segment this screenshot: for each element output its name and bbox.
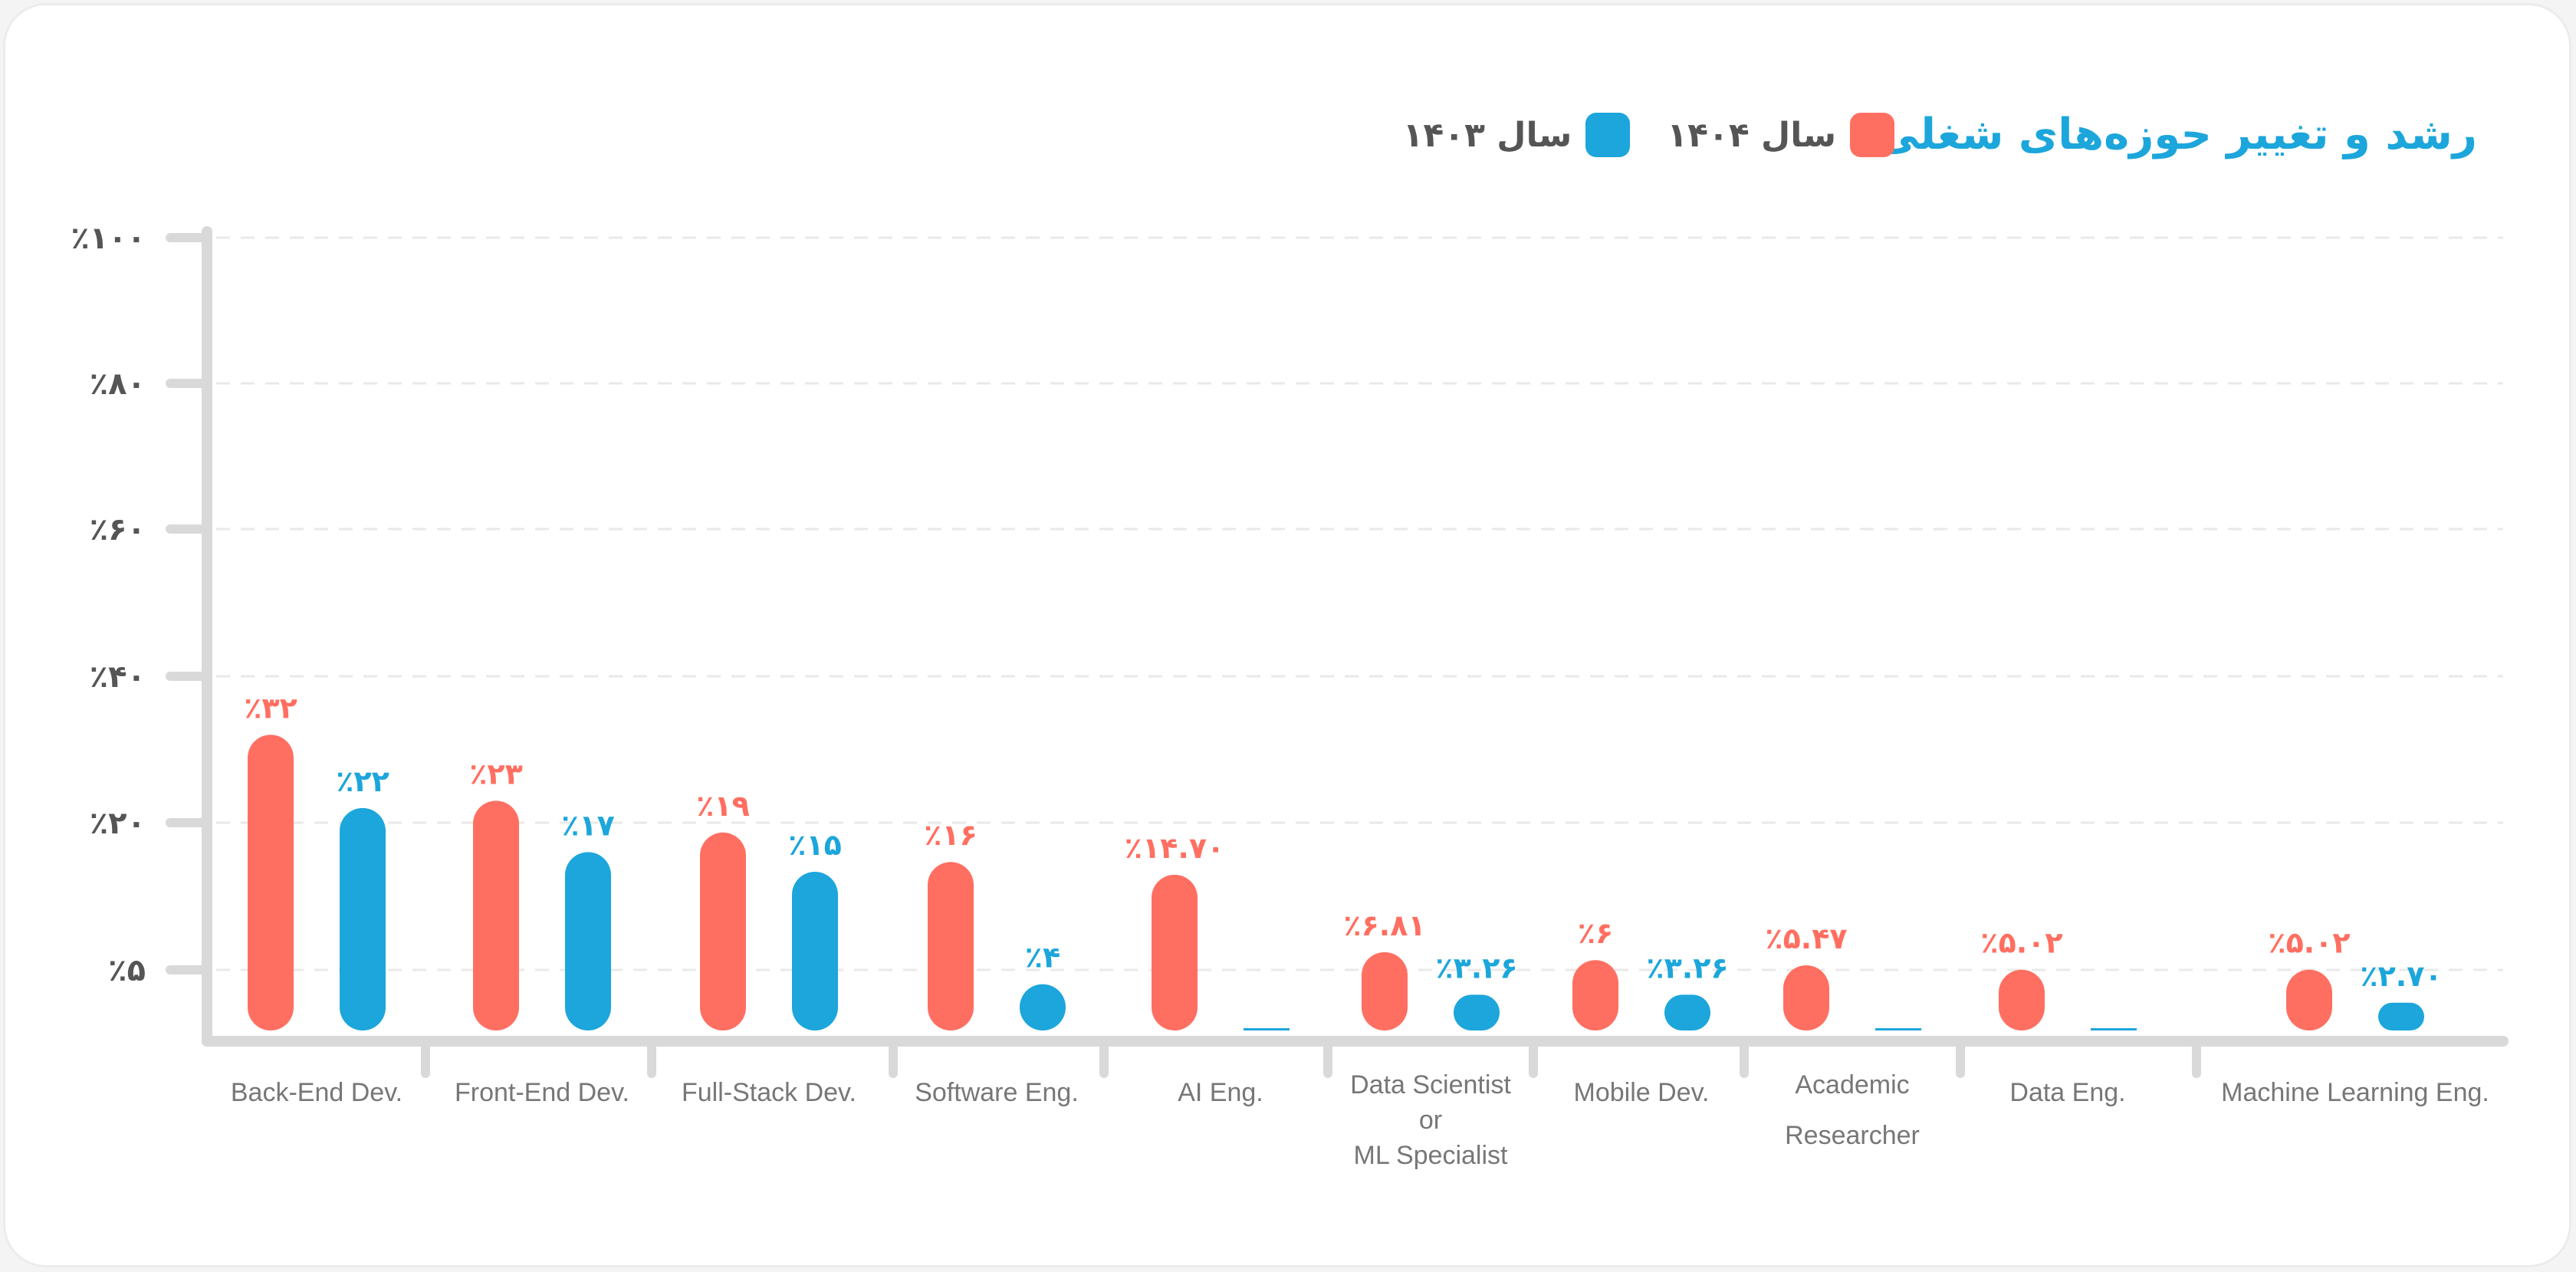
bar [1875, 1028, 1921, 1030]
data-label: ٪۵.۰۲ [1980, 926, 2062, 960]
data-label: ٪۳.۲۶ [1646, 951, 1728, 984]
data-label: ٪۱۵ [788, 828, 842, 862]
data-label: ٪۶ [1578, 916, 1613, 950]
x-tick-label: Machine Learning Eng. [2221, 1078, 2489, 1107]
x-tick-label: Academic [1795, 1070, 1909, 1099]
data-label: ٪۶.۸۱ [1343, 909, 1425, 942]
x-tick-label: ML Specialist [1354, 1141, 1508, 1170]
data-label: ٪۵.۴۷ [1765, 922, 1847, 955]
y-tick-label: ٪۸۰ [90, 366, 146, 402]
data-label: ٪۱۶ [924, 818, 978, 852]
data-label: ٪۳.۲۶ [1435, 951, 1517, 984]
data-label: ٪۲۳ [469, 757, 523, 790]
x-tick-label: AI Eng. [1178, 1078, 1263, 1107]
x-tick-label: Full-Stack Dev. [682, 1078, 856, 1107]
bar [928, 862, 974, 1030]
bar [340, 807, 386, 1030]
x-tick-label: Researcher [1785, 1121, 1920, 1150]
chart-title: رشد و تغییر حوزه‌های شغلی [1876, 110, 2477, 159]
legend-label-1404: سال ۱۴۰۴ [1667, 115, 1836, 155]
y-tick-label: ٪۱۰۰ [71, 221, 146, 256]
bar [2378, 1002, 2424, 1030]
data-label: ٪۱۹ [696, 789, 750, 823]
x-tick-label: Back-End Dev. [231, 1078, 402, 1107]
data-label: ٪۵.۰۲ [2268, 926, 2350, 960]
bar [1020, 984, 1066, 1030]
bar [1152, 874, 1198, 1030]
bar [1362, 952, 1408, 1030]
bar [473, 800, 519, 1030]
y-tick-label: ٪۵ [108, 953, 146, 988]
data-label: ٪۲.۷۰ [2360, 959, 2442, 993]
bar [565, 852, 611, 1030]
data-label: ٪۱۷ [561, 808, 615, 842]
y-tick-label: ٪۴۰ [90, 659, 146, 695]
bar [2091, 1028, 2137, 1030]
chart-card: رشد و تغییر حوزه‌های شغلی سال ۱۴۰۴ سال ۱… [3, 3, 2571, 1267]
x-tick-label: Data Eng. [2009, 1078, 2125, 1107]
bar [792, 872, 838, 1030]
bar [700, 832, 746, 1030]
legend-item-1404: سال ۱۴۰۴ [1667, 113, 1894, 157]
bar [2286, 969, 2332, 1030]
bar [1454, 994, 1500, 1030]
bar [1664, 994, 1710, 1030]
data-label: ٪۱۴.۷۰ [1125, 831, 1224, 865]
bar [1244, 1028, 1290, 1030]
legend-item-1403: سال ۱۴۰۳ [1403, 113, 1631, 157]
legend-label-1403: سال ۱۴۰۳ [1402, 115, 1572, 155]
bar [1572, 960, 1618, 1030]
x-tick-label: or [1419, 1106, 1442, 1135]
x-tick-label: Mobile Dev. [1574, 1078, 1710, 1107]
data-label: ٪۴ [1025, 941, 1060, 975]
legend-swatch-1403 [1585, 113, 1631, 157]
legend-swatch-1404 [1850, 113, 1894, 157]
data-label: ٪۲۲ [336, 764, 389, 798]
bar [248, 735, 294, 1030]
y-tick-label: ٪۶۰ [90, 512, 146, 547]
y-tick-label: ٪۲۰ [90, 806, 146, 841]
legend: سال ۱۴۰۴ سال ۱۴۰۳ [1403, 113, 1894, 157]
bar [1999, 969, 2045, 1030]
data-label: ٪۳۲ [244, 691, 297, 725]
bar [1783, 965, 1829, 1030]
x-tick-label: Data Scientist [1350, 1070, 1511, 1099]
x-tick-label: Front-End Dev. [455, 1078, 629, 1107]
x-tick-label: Software Eng. [915, 1078, 1079, 1107]
